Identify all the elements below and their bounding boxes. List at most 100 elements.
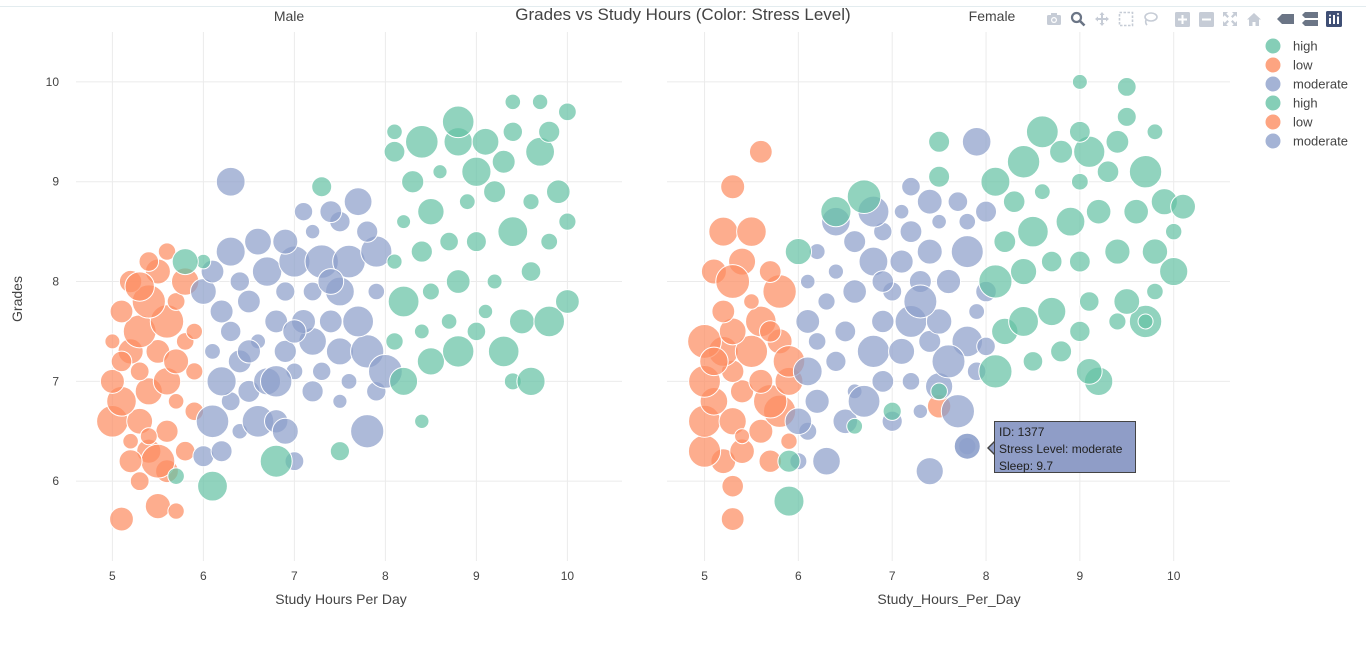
scatter-point-high[interactable] [1105,129,1130,154]
scatter-point-high[interactable] [1116,106,1137,127]
scatter-point-high[interactable] [1037,296,1067,327]
scatter-point-moderate[interactable] [367,282,386,301]
scatter-point-high[interactable] [491,149,516,174]
scatter-point-moderate[interactable] [260,365,293,398]
scatter-point-high[interactable] [1078,291,1100,312]
scatter-point-low[interactable] [708,216,739,247]
scatter-point-high[interactable] [439,231,459,252]
scatter-point-moderate[interactable] [792,356,823,387]
scatter-point-high[interactable] [1141,238,1169,265]
scatter-point-high[interactable] [471,127,500,156]
scatter-point-moderate[interactable] [304,223,321,240]
pan-icon[interactable] [1093,10,1111,28]
legend-marker[interactable] [1265,114,1281,130]
scatter-point-high[interactable] [458,193,476,211]
scatter-point-moderate[interactable] [251,256,283,287]
scatter-point-low[interactable] [758,260,782,283]
scatter-point-high[interactable] [1165,222,1183,241]
scatter-point-moderate[interactable] [903,284,938,319]
scatter-point-low[interactable] [736,216,767,247]
scatter-point-high[interactable] [329,441,350,462]
scatter-point-low[interactable] [139,427,158,446]
scatter-point-moderate[interactable] [912,403,929,419]
scatter-point-high[interactable] [538,120,561,143]
legend-label[interactable]: moderate [1293,134,1348,149]
scatter-point-high[interactable] [1146,282,1164,301]
scatter-point-high[interactable] [502,121,523,143]
scatter-point-low[interactable] [138,251,160,272]
scatter-point-high[interactable] [1071,73,1088,90]
scatter-point-high[interactable] [401,170,425,194]
scatter-point-low[interactable] [734,428,751,445]
zoom-out-icon[interactable] [1197,10,1215,28]
scatter-point-high[interactable] [846,179,882,214]
legend-marker[interactable] [1265,133,1281,149]
scatter-point-high[interactable] [1170,193,1196,220]
scatter-point-high[interactable] [445,269,471,294]
scatter-point-high[interactable] [387,285,420,318]
scatter-point-high[interactable] [509,308,535,335]
scatter-point-high[interactable] [1009,257,1038,286]
scatter-point-moderate[interactable] [350,414,385,449]
scatter-point-moderate[interactable] [812,446,841,476]
scatter-point-moderate[interactable] [888,337,916,365]
scatter-point-high[interactable] [978,354,1013,389]
box-select-icon[interactable] [1117,10,1135,28]
scatter-point-high[interactable] [1017,215,1049,248]
scatter-point-moderate[interactable] [935,268,962,295]
scatter-point-high[interactable] [1008,306,1039,337]
legend-label[interactable]: high [1293,96,1318,111]
scatter-point-high[interactable] [1069,320,1091,343]
scatter-point-moderate[interactable] [825,350,847,372]
scatter-point-low[interactable] [721,474,744,498]
scatter-point-low[interactable] [687,434,722,468]
scatter-point-moderate[interactable] [940,394,975,429]
scatter-point-low[interactable] [166,292,186,311]
scatter-point-moderate[interactable] [968,303,986,320]
scatter-point-low[interactable] [109,506,134,532]
scatter-point-high[interactable] [461,156,492,187]
scatter-point-low[interactable] [718,407,747,436]
scatter-point-high[interactable] [1033,183,1051,201]
reset-axes-icon[interactable] [1245,10,1263,28]
scatter-point-moderate[interactable] [804,388,830,414]
scatter-point-high[interactable] [558,212,577,231]
legend-marker[interactable] [1265,76,1281,92]
scatter-point-high[interactable] [466,321,487,342]
scatter-point-moderate[interactable] [293,201,314,222]
scatter-point-high[interactable] [440,313,458,330]
scatter-point-high[interactable] [311,176,333,198]
scatter-point-low[interactable] [720,174,746,200]
scatter-point-high[interactable] [416,347,445,376]
scatter-point-moderate[interactable] [195,404,230,439]
scatter-point-moderate[interactable] [799,273,816,290]
scatter-point-high[interactable] [820,196,852,228]
scatter-point-high[interactable] [1022,351,1044,372]
scatter-point-moderate[interactable] [916,188,943,215]
scatter-point-moderate[interactable] [342,305,375,338]
scatter-point-low[interactable] [122,432,139,450]
scatter-point-high[interactable] [978,264,1013,299]
scatter-point-high[interactable] [1075,357,1103,385]
scatter-point-high[interactable] [993,230,1017,254]
scatter-point-moderate[interactable] [236,339,261,364]
scatter-point-high[interactable] [1128,155,1163,189]
zoom-icon[interactable] [1069,10,1087,28]
scatter-point-high[interactable] [1116,76,1137,97]
scatter-point-moderate[interactable] [871,270,895,293]
scatter-point-moderate[interactable] [229,271,251,292]
scatter-point-low[interactable] [155,419,179,443]
scatter-point-high[interactable] [483,180,507,204]
scatter-point-moderate[interactable] [931,213,947,230]
scatter-point-moderate[interactable] [961,126,992,157]
scatter-point-high[interactable] [1113,288,1141,315]
scatter-point-high[interactable] [1055,206,1086,237]
scatter-point-high[interactable] [516,366,546,396]
scatter-point-high[interactable] [396,214,412,230]
scatter-point-low[interactable] [99,368,125,394]
scatter-point-moderate[interactable] [317,268,345,295]
scatter-point-moderate[interactable] [343,187,373,217]
scatter-point-moderate[interactable] [916,238,943,265]
legend-label[interactable]: low [1293,115,1313,130]
